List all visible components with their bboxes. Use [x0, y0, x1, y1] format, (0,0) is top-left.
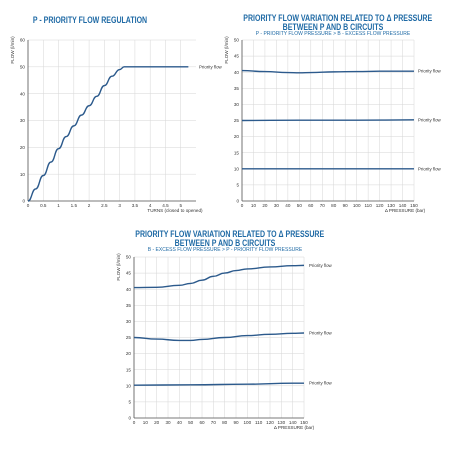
chart2-x-tick-label: 130	[387, 203, 395, 208]
chart3-x-tick-label: 70	[211, 420, 217, 425]
chart2-x-tick-label: 140	[399, 203, 407, 208]
chart3-x-axis-title: Δ PRESSURE (bar)	[274, 425, 315, 430]
chart3-y-tick-label: 10	[126, 383, 132, 388]
chart3-x-tick-label: 0	[133, 420, 136, 425]
chart3-x-tick-label: 100	[243, 420, 251, 425]
chart1-x-tick-label: 0	[27, 203, 30, 208]
chart2-y-tick-label: 45	[234, 54, 240, 59]
chart3-y-tick-label: 5	[128, 400, 131, 405]
chart3-title: PRIORITY FLOW VARIATION RELATED TO Δ PRE…	[135, 229, 325, 239]
chart3-x-tick-label: 10	[143, 420, 149, 425]
chart3-x-tick-label: 150	[300, 420, 308, 425]
chart2-x-axis-title: Δ PRESSURE (bar)	[385, 208, 426, 213]
chart3-y-tick-label: 0	[128, 416, 131, 421]
chart1-y-tick-label: 0	[22, 199, 25, 204]
chart2-x-tick-label: 150	[410, 203, 418, 208]
chart3-title-line2: BETWEEN P AND B CIRCUITS	[174, 238, 276, 248]
chart2-title: PRIORITY FLOW VARIATION RELATED TO Δ PRE…	[243, 13, 433, 23]
chart2-x-tick-label: 40	[285, 203, 291, 208]
chart2-x-tick-label: 10	[251, 203, 257, 208]
chart1-y-axis-title: FLOW (l/min)	[10, 36, 15, 64]
chart2-y-axis-title: FLOW (l/min)	[224, 36, 229, 64]
chart2-y-tick-label: 25	[234, 118, 240, 123]
chart2-y-tick-label: 30	[234, 102, 240, 107]
chart3-y-tick-label: 35	[126, 303, 132, 308]
chart1-x-tick-label: 4.5	[162, 203, 169, 208]
chart1-x-tick-label: 3.5	[132, 203, 139, 208]
chart3-x-tick-label: 120	[266, 420, 274, 425]
chart3-series-label: Priority flow	[309, 263, 333, 268]
chart2-y-tick-label: 15	[234, 150, 240, 155]
chart2-series-line	[241, 69, 414, 74]
chart1-y-tick-label: 60	[20, 38, 26, 43]
chart2-x-tick-label: 90	[343, 203, 349, 208]
chart2-x-tick-label: 110	[364, 203, 372, 208]
chart2-y-tick-label: 50	[234, 38, 240, 43]
chart2-y-tick-label: 0	[236, 199, 239, 204]
chart2-x-tick-label: 20	[262, 203, 268, 208]
chart3-x-tick-label: 20	[154, 420, 160, 425]
chart3-y-tick-label: 40	[126, 287, 132, 292]
chart3-series-line	[133, 382, 304, 386]
chart3-x-tick-label: 130	[277, 420, 285, 425]
chart1-series-line	[27, 66, 189, 202]
chart2-y-tick-label: 20	[234, 134, 240, 139]
chart3-subtitle: B - EXCESS FLOW PRESSURE > P - PRIORITY …	[147, 247, 303, 253]
chart1-x-tick-label: 2.5	[101, 203, 108, 208]
chart2-x-tick-label: 60	[308, 203, 314, 208]
chart3-series-line	[133, 332, 305, 342]
chart1-y-tick-label: 40	[20, 91, 26, 96]
chart3-series-label: Priority flow	[309, 381, 333, 386]
chart3-series-label: Priority flow	[309, 330, 333, 335]
chart3-y-tick-label: 45	[126, 271, 132, 276]
chart1-y-tick-label: 30	[20, 118, 26, 123]
chart2-subtitle: P - PRIORITY FLOW PRESSURE > B - EXCESS …	[255, 31, 411, 37]
chart2-x-tick-label: 100	[353, 203, 361, 208]
chart1-x-tick-label: 3	[118, 203, 121, 208]
chart2-x-tick-label: 30	[274, 203, 280, 208]
chart2-series-label: Priority flow	[418, 117, 442, 122]
chart3-y-tick-label: 50	[126, 255, 132, 260]
chart3-y-tick-label: 30	[126, 319, 132, 324]
chart2-series-label: Priority flow	[418, 166, 442, 171]
chart2-x-tick-label: 80	[331, 203, 337, 208]
chart1-x-tick-label: 0.5	[40, 203, 47, 208]
chart3-x-tick-label: 50	[188, 420, 194, 425]
chart3-x-tick-label: 60	[199, 420, 205, 425]
chart1-title: P - PRIORITY FLOW REGULATION	[32, 15, 148, 25]
chart2-y-tick-label: 40	[234, 70, 240, 75]
chart3-x-tick-label: 90	[233, 420, 239, 425]
chart2-x-tick-label: 0	[241, 203, 244, 208]
chart1-x-axis-title: TURNS (closed to opened)	[147, 208, 203, 213]
chart3-x-tick-label: 110	[255, 420, 263, 425]
chart2-title-line2: BETWEEN P AND B CIRCUITS	[282, 22, 384, 32]
chart2-y-tick-label: 5	[236, 183, 239, 188]
chart1-x-tick-label: 2	[88, 203, 91, 208]
chart2-series-label: Priority flow	[418, 69, 442, 74]
chart1-x-tick-label: 4	[149, 203, 152, 208]
chart3-y-tick-label: 20	[126, 351, 132, 356]
chart3-y-axis-title: FLOW (l/min)	[116, 253, 121, 281]
chart1-y-tick-label: 20	[20, 145, 26, 150]
chart3-x-tick-label: 80	[222, 420, 228, 425]
chart1-series-label: Priority flow	[199, 64, 223, 69]
chart1-x-tick-label: 1	[57, 203, 60, 208]
chart1-x-tick-label: 5	[179, 203, 182, 208]
chart3-x-tick-label: 40	[177, 420, 183, 425]
chart1-x-tick-label: 1.5	[71, 203, 78, 208]
chart2-x-tick-label: 50	[297, 203, 303, 208]
chart3-y-tick-label: 15	[126, 367, 132, 372]
chart2-x-tick-label: 70	[320, 203, 326, 208]
chart2-y-tick-label: 35	[234, 86, 240, 91]
chart3-y-tick-label: 25	[126, 335, 132, 340]
chart2-series-line	[241, 119, 415, 122]
chart3-series-line	[133, 264, 305, 289]
chart1-y-tick-label: 10	[20, 172, 26, 177]
chart2-y-tick-label: 10	[234, 166, 240, 171]
chart3-x-tick-label: 30	[165, 420, 171, 425]
chart3-x-tick-label: 140	[289, 420, 297, 425]
chart2-x-tick-label: 120	[376, 203, 384, 208]
chart1-y-tick-label: 50	[20, 64, 26, 69]
